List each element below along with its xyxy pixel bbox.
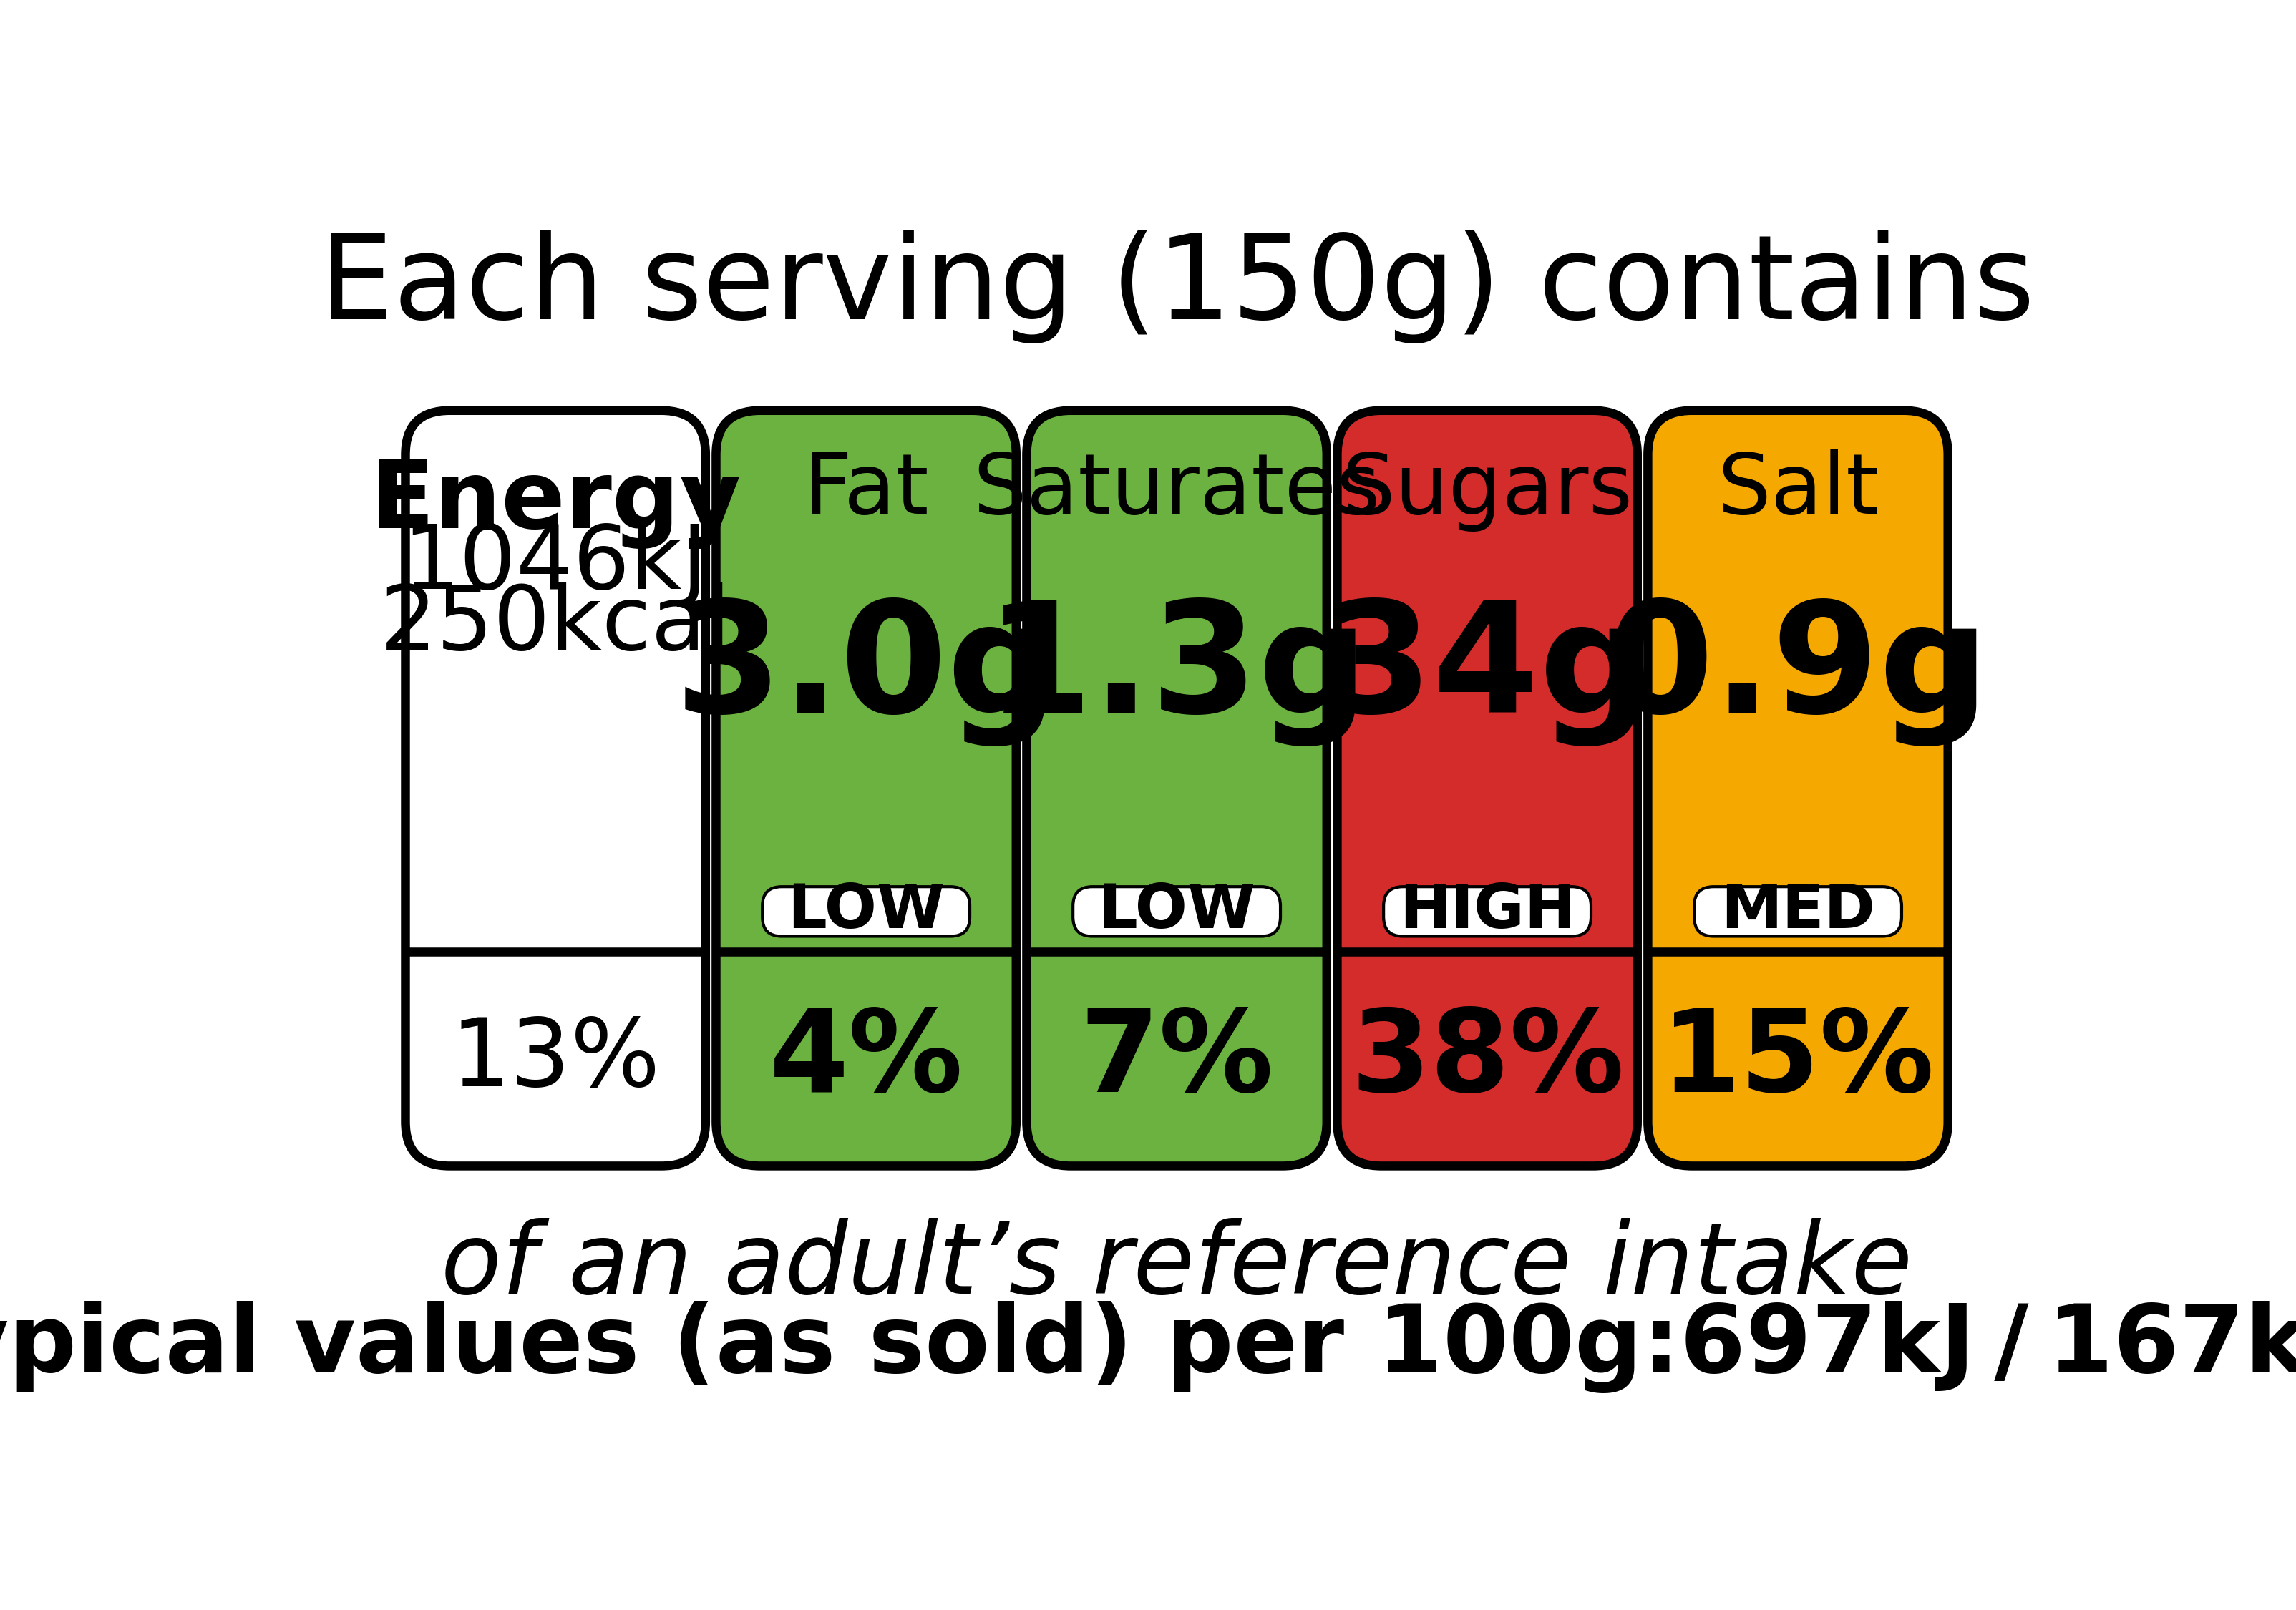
FancyBboxPatch shape bbox=[1026, 411, 1327, 1166]
Text: 15%: 15% bbox=[1660, 1005, 1936, 1116]
Text: 1046kJ: 1046kJ bbox=[402, 522, 709, 607]
Text: 13%: 13% bbox=[450, 1014, 661, 1106]
Text: 7%: 7% bbox=[1079, 1005, 1274, 1116]
Text: HIGH: HIGH bbox=[1398, 882, 1575, 942]
Text: 250kcal: 250kcal bbox=[379, 581, 730, 668]
FancyBboxPatch shape bbox=[1336, 411, 1637, 1166]
Text: 34g: 34g bbox=[1325, 597, 1649, 747]
Text: MED: MED bbox=[1720, 882, 1876, 942]
Text: Fat: Fat bbox=[804, 449, 930, 531]
Text: 1.3g: 1.3g bbox=[985, 597, 1368, 747]
Text: Energy: Energy bbox=[370, 457, 742, 549]
FancyBboxPatch shape bbox=[406, 411, 705, 1166]
Text: LOW: LOW bbox=[788, 882, 946, 942]
Text: 3.0g: 3.0g bbox=[675, 597, 1058, 747]
Text: LOW: LOW bbox=[1097, 882, 1256, 942]
Text: Typical values (as sold) per 100g:697kJ / 167kcal: Typical values (as sold) per 100g:697kJ … bbox=[0, 1301, 2296, 1393]
FancyBboxPatch shape bbox=[1649, 411, 1947, 1166]
FancyBboxPatch shape bbox=[1694, 887, 1901, 937]
Text: Each serving (150g) contains: Each serving (150g) contains bbox=[319, 230, 2034, 345]
Text: Salt: Salt bbox=[1717, 449, 1878, 531]
Text: 38%: 38% bbox=[1350, 1005, 1623, 1116]
Text: Saturates: Saturates bbox=[974, 449, 1380, 531]
FancyBboxPatch shape bbox=[1384, 887, 1591, 937]
FancyBboxPatch shape bbox=[716, 411, 1017, 1166]
FancyBboxPatch shape bbox=[1072, 887, 1281, 937]
Text: Sugars: Sugars bbox=[1341, 449, 1632, 531]
Text: 0.9g: 0.9g bbox=[1607, 597, 1988, 747]
Text: 4%: 4% bbox=[769, 1005, 962, 1116]
Text: of an adult’s reference intake: of an adult’s reference intake bbox=[441, 1219, 1913, 1315]
FancyBboxPatch shape bbox=[762, 887, 969, 937]
